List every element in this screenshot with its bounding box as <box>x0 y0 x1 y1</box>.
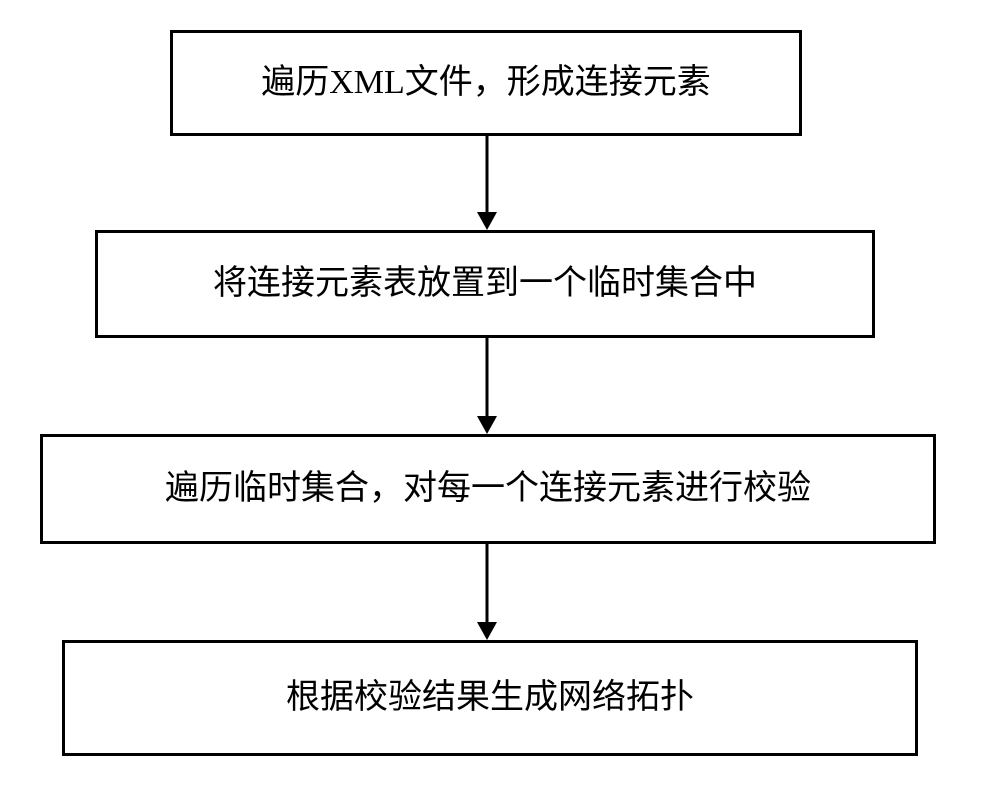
flowchart-step-3: 遍历临时集合，对每一个连接元素进行校验 <box>40 434 936 544</box>
flowchart-canvas: 遍历XML文件，形成连接元素 将连接元素表放置到一个临时集合中 遍历临时集合，对… <box>0 0 1000 802</box>
step-label: 遍历XML文件，形成连接元素 <box>261 63 711 104</box>
step-label: 遍历临时集合，对每一个连接元素进行校验 <box>165 469 811 510</box>
arrow-3-4 <box>477 544 497 640</box>
flowchart-step-1: 遍历XML文件，形成连接元素 <box>170 30 802 136</box>
step-label: 将连接元素表放置到一个临时集合中 <box>213 264 757 305</box>
flowchart-step-4: 根据校验结果生成网络拓扑 <box>62 640 918 756</box>
arrow-2-3 <box>477 338 497 434</box>
flowchart-step-2: 将连接元素表放置到一个临时集合中 <box>95 230 875 338</box>
step-label: 根据校验结果生成网络拓扑 <box>286 678 694 719</box>
arrow-1-2 <box>477 136 497 230</box>
